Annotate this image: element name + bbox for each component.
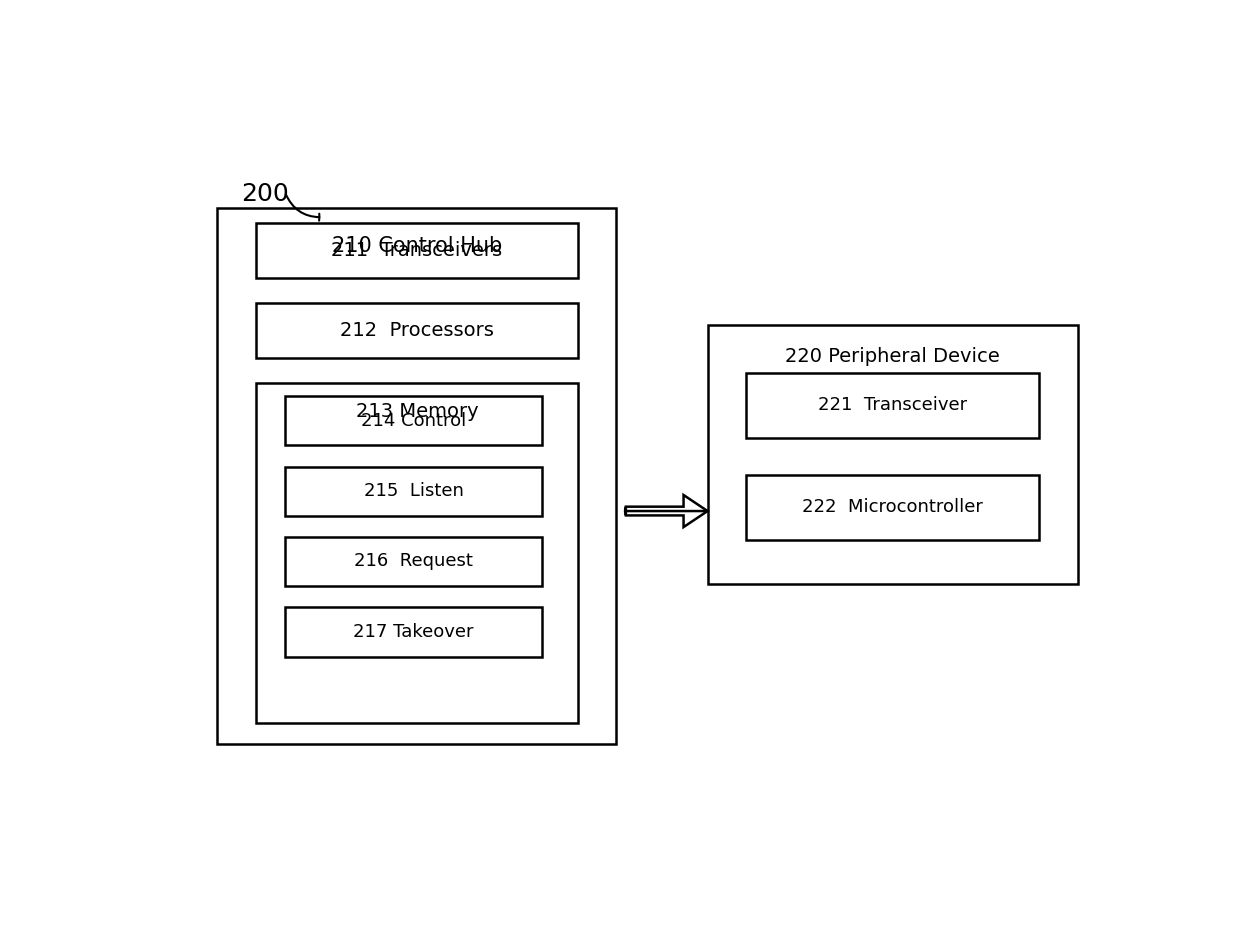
FancyBboxPatch shape [285, 396, 542, 445]
Polygon shape [626, 495, 708, 527]
FancyBboxPatch shape [746, 474, 1039, 540]
Text: 222  Microcontroller: 222 Microcontroller [802, 498, 983, 516]
Text: 221  Transceiver: 221 Transceiver [818, 396, 967, 415]
Text: 220 Peripheral Device: 220 Peripheral Device [785, 347, 999, 366]
FancyBboxPatch shape [285, 607, 542, 657]
FancyBboxPatch shape [255, 384, 578, 723]
Text: 211  Transceivers: 211 Transceivers [331, 241, 502, 259]
Text: 216  Request: 216 Request [355, 552, 472, 570]
FancyBboxPatch shape [255, 303, 578, 358]
Text: 213 Memory: 213 Memory [356, 402, 479, 420]
FancyBboxPatch shape [217, 208, 616, 744]
Text: 200: 200 [242, 182, 289, 205]
FancyBboxPatch shape [285, 467, 542, 516]
Text: 217 Takeover: 217 Takeover [353, 623, 474, 641]
Text: 214 Control: 214 Control [361, 412, 466, 430]
FancyBboxPatch shape [255, 223, 578, 277]
Text: 212  Processors: 212 Processors [340, 321, 494, 340]
FancyBboxPatch shape [746, 372, 1039, 438]
FancyBboxPatch shape [285, 537, 542, 586]
FancyBboxPatch shape [708, 325, 1078, 584]
Text: 210 Control Hub: 210 Control Hub [332, 236, 502, 256]
Text: 215  Listen: 215 Listen [363, 482, 464, 500]
